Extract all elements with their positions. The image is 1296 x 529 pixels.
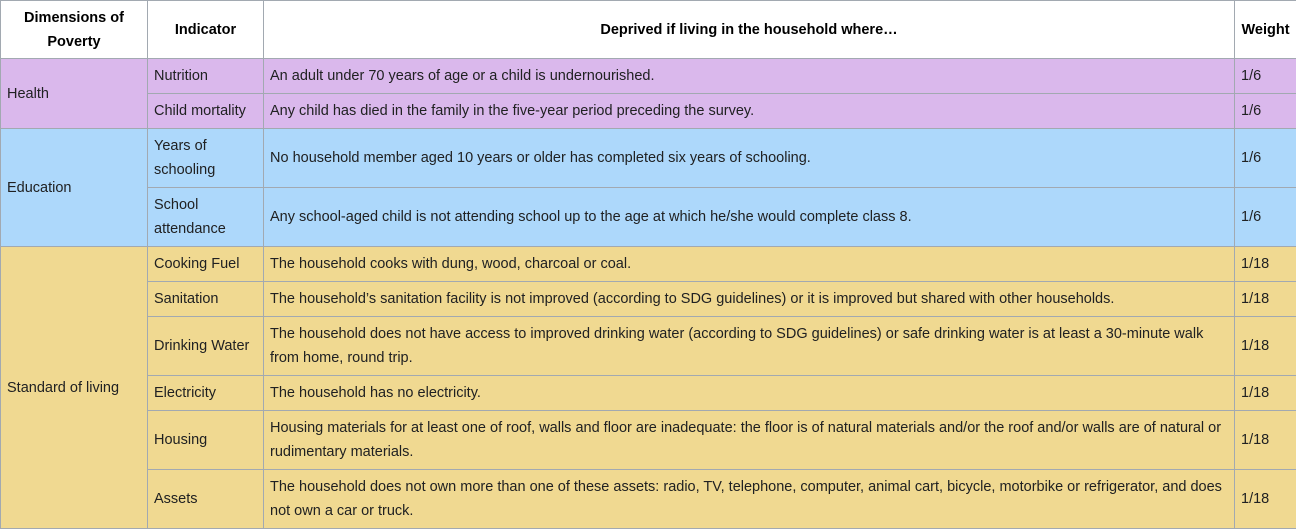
weight-cell: 1/18 — [1235, 411, 1296, 470]
header-dimension: Dimensions of Poverty — [1, 1, 148, 59]
deprived-cell: The household cooks with dung, wood, cha… — [264, 247, 1235, 282]
weight-cell: 1/6 — [1235, 59, 1296, 94]
deprived-cell: The household does not have access to im… — [264, 317, 1235, 376]
header-indicator: Indicator — [148, 1, 264, 59]
indicator-cell: Assets — [148, 470, 264, 529]
dimension-health: Health — [1, 59, 148, 129]
table-row: Child mortality Any child has died in th… — [1, 94, 1296, 129]
weight-cell: 1/18 — [1235, 317, 1296, 376]
weight-cell: 1/18 — [1235, 247, 1296, 282]
indicator-cell: Cooking Fuel — [148, 247, 264, 282]
header-row: Dimensions of Poverty Indicator Deprived… — [1, 1, 1296, 59]
table-row: Health Nutrition An adult under 70 years… — [1, 59, 1296, 94]
dimension-living: Standard of living — [1, 247, 148, 529]
weight-cell: 1/18 — [1235, 470, 1296, 529]
table-row: Sanitation The household’s sanitation fa… — [1, 282, 1296, 317]
indicator-cell: Years of schooling — [148, 129, 264, 188]
table-row: Standard of living Cooking Fuel The hous… — [1, 247, 1296, 282]
dimension-education: Education — [1, 129, 148, 247]
weight-cell: 1/6 — [1235, 94, 1296, 129]
indicator-cell: School attendance — [148, 188, 264, 247]
deprived-cell: The household’s sanitation facility is n… — [264, 282, 1235, 317]
weight-cell: 1/18 — [1235, 376, 1296, 411]
table-row: Assets The household does not own more t… — [1, 470, 1296, 529]
indicator-cell: Housing — [148, 411, 264, 470]
deprived-cell: The household has no electricity. — [264, 376, 1235, 411]
weight-cell: 1/6 — [1235, 129, 1296, 188]
indicator-cell: Sanitation — [148, 282, 264, 317]
indicator-cell: Child mortality — [148, 94, 264, 129]
table-row: Drinking Water The household does not ha… — [1, 317, 1296, 376]
header-deprived: Deprived if living in the household wher… — [264, 1, 1235, 59]
deprived-cell: Any child has died in the family in the … — [264, 94, 1235, 129]
table-row: Education Years of schooling No househol… — [1, 129, 1296, 188]
table-row: Electricity The household has no electri… — [1, 376, 1296, 411]
deprived-cell: Housing materials for at least one of ro… — [264, 411, 1235, 470]
indicator-cell: Electricity — [148, 376, 264, 411]
indicator-cell: Nutrition — [148, 59, 264, 94]
deprived-cell: Any school-aged child is not attending s… — [264, 188, 1235, 247]
weight-cell: 1/18 — [1235, 282, 1296, 317]
table-row: Housing Housing materials for at least o… — [1, 411, 1296, 470]
deprived-cell: The household does not own more than one… — [264, 470, 1235, 529]
table-row: School attendance Any school-aged child … — [1, 188, 1296, 247]
deprived-cell: No household member aged 10 years or old… — [264, 129, 1235, 188]
weight-cell: 1/6 — [1235, 188, 1296, 247]
indicator-cell: Drinking Water — [148, 317, 264, 376]
deprived-cell: An adult under 70 years of age or a chil… — [264, 59, 1235, 94]
header-weight: Weight — [1235, 1, 1296, 59]
